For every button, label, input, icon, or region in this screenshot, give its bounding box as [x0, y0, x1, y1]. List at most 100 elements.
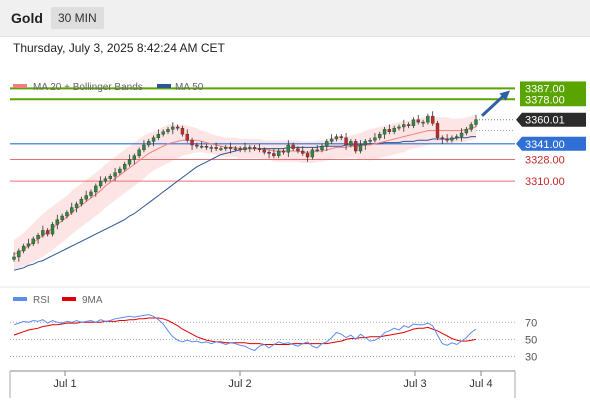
legend-label-ma50: MA 50	[175, 82, 204, 93]
candle-body	[156, 133, 161, 138]
candle	[455, 134, 459, 141]
candle-body	[122, 164, 127, 170]
candle	[296, 146, 300, 154]
candle-body	[406, 124, 411, 126]
x-tick-label-Jul-4: Jul 4	[469, 378, 492, 390]
candle	[334, 134, 339, 142]
candle-body	[411, 119, 416, 126]
candle-body	[21, 245, 26, 252]
support-label-3341.00: 3341.00	[525, 139, 565, 151]
candle-body	[84, 195, 88, 200]
legend-swatch-9ma	[62, 297, 76, 301]
target-label-box	[520, 92, 586, 107]
candle	[209, 145, 214, 153]
candle	[21, 243, 26, 254]
candle-body	[291, 144, 295, 149]
candle-body	[421, 121, 425, 124]
candle-body	[65, 212, 69, 217]
candle-body	[147, 141, 151, 146]
candle-body	[12, 256, 16, 260]
candle-body	[248, 147, 252, 149]
candle-body	[70, 207, 74, 213]
candle	[421, 119, 425, 127]
candle	[166, 126, 170, 135]
candle-body	[26, 243, 31, 247]
rsi-ma9-line	[13, 317, 477, 345]
candle	[329, 134, 334, 144]
candle	[214, 142, 218, 152]
candle-body	[262, 149, 266, 153]
candle-body	[103, 178, 108, 182]
candle	[382, 126, 387, 139]
candle	[17, 248, 21, 262]
candle	[272, 148, 276, 159]
candle	[132, 153, 137, 165]
candle	[103, 176, 108, 184]
candle	[459, 128, 464, 142]
candle	[426, 113, 430, 125]
chart-header-bar: Gold 30 MIN	[0, 0, 590, 37]
candle-body	[469, 124, 473, 130]
x-tick-label-Jul-2: Jul 2	[228, 378, 251, 390]
candle-body	[238, 148, 242, 151]
candle-body	[137, 149, 141, 157]
candle	[36, 232, 40, 244]
candle	[305, 151, 310, 162]
candle	[281, 148, 286, 155]
candle-body	[455, 136, 459, 138]
candle	[50, 222, 55, 237]
candle	[45, 228, 50, 237]
candle-body	[363, 141, 368, 146]
candle	[325, 138, 329, 152]
candle-body	[349, 141, 353, 146]
candle-body	[382, 129, 387, 135]
candle-body	[353, 141, 358, 152]
trend-arrow-head	[499, 90, 510, 101]
candle	[397, 124, 401, 131]
current-price-tag	[516, 112, 586, 127]
candle-body	[267, 152, 271, 154]
candle	[349, 138, 353, 148]
candle-body	[325, 141, 329, 147]
candle-body	[416, 119, 420, 123]
candle-body	[60, 215, 64, 220]
rsi-tick-70: 70	[525, 317, 537, 329]
support-label-box	[516, 136, 586, 151]
candle-body	[31, 238, 35, 244]
candle-body	[36, 235, 40, 240]
candle	[257, 143, 262, 153]
candle	[233, 146, 238, 152]
candle	[450, 135, 454, 143]
candle-body	[98, 180, 103, 187]
candle	[26, 238, 31, 249]
candle-body	[402, 124, 406, 128]
candle-body	[339, 136, 343, 138]
candle	[94, 183, 98, 197]
candle	[185, 129, 189, 143]
candle	[243, 142, 247, 153]
candle-body	[228, 147, 233, 149]
candle	[392, 125, 396, 135]
candle	[41, 225, 45, 238]
candle	[84, 190, 88, 202]
candle	[228, 142, 233, 154]
candle	[411, 117, 416, 129]
candle	[74, 201, 79, 213]
candle	[79, 196, 84, 207]
legend-label-rsi: RSI	[33, 295, 50, 306]
candle-body	[219, 148, 223, 150]
candle-body	[459, 132, 464, 137]
candle	[137, 147, 141, 159]
candle-body	[55, 219, 60, 225]
timeframe-button[interactable]: 30 MIN	[51, 7, 104, 29]
candle	[310, 147, 315, 160]
candle-body	[305, 153, 310, 158]
candle-body	[334, 136, 339, 140]
trend-arrow-shaft	[480, 94, 506, 117]
candle	[195, 142, 199, 149]
candle	[219, 146, 223, 152]
candle	[435, 120, 440, 141]
candle-body	[224, 147, 228, 149]
candle-body	[358, 144, 363, 152]
candle-body	[378, 133, 382, 138]
